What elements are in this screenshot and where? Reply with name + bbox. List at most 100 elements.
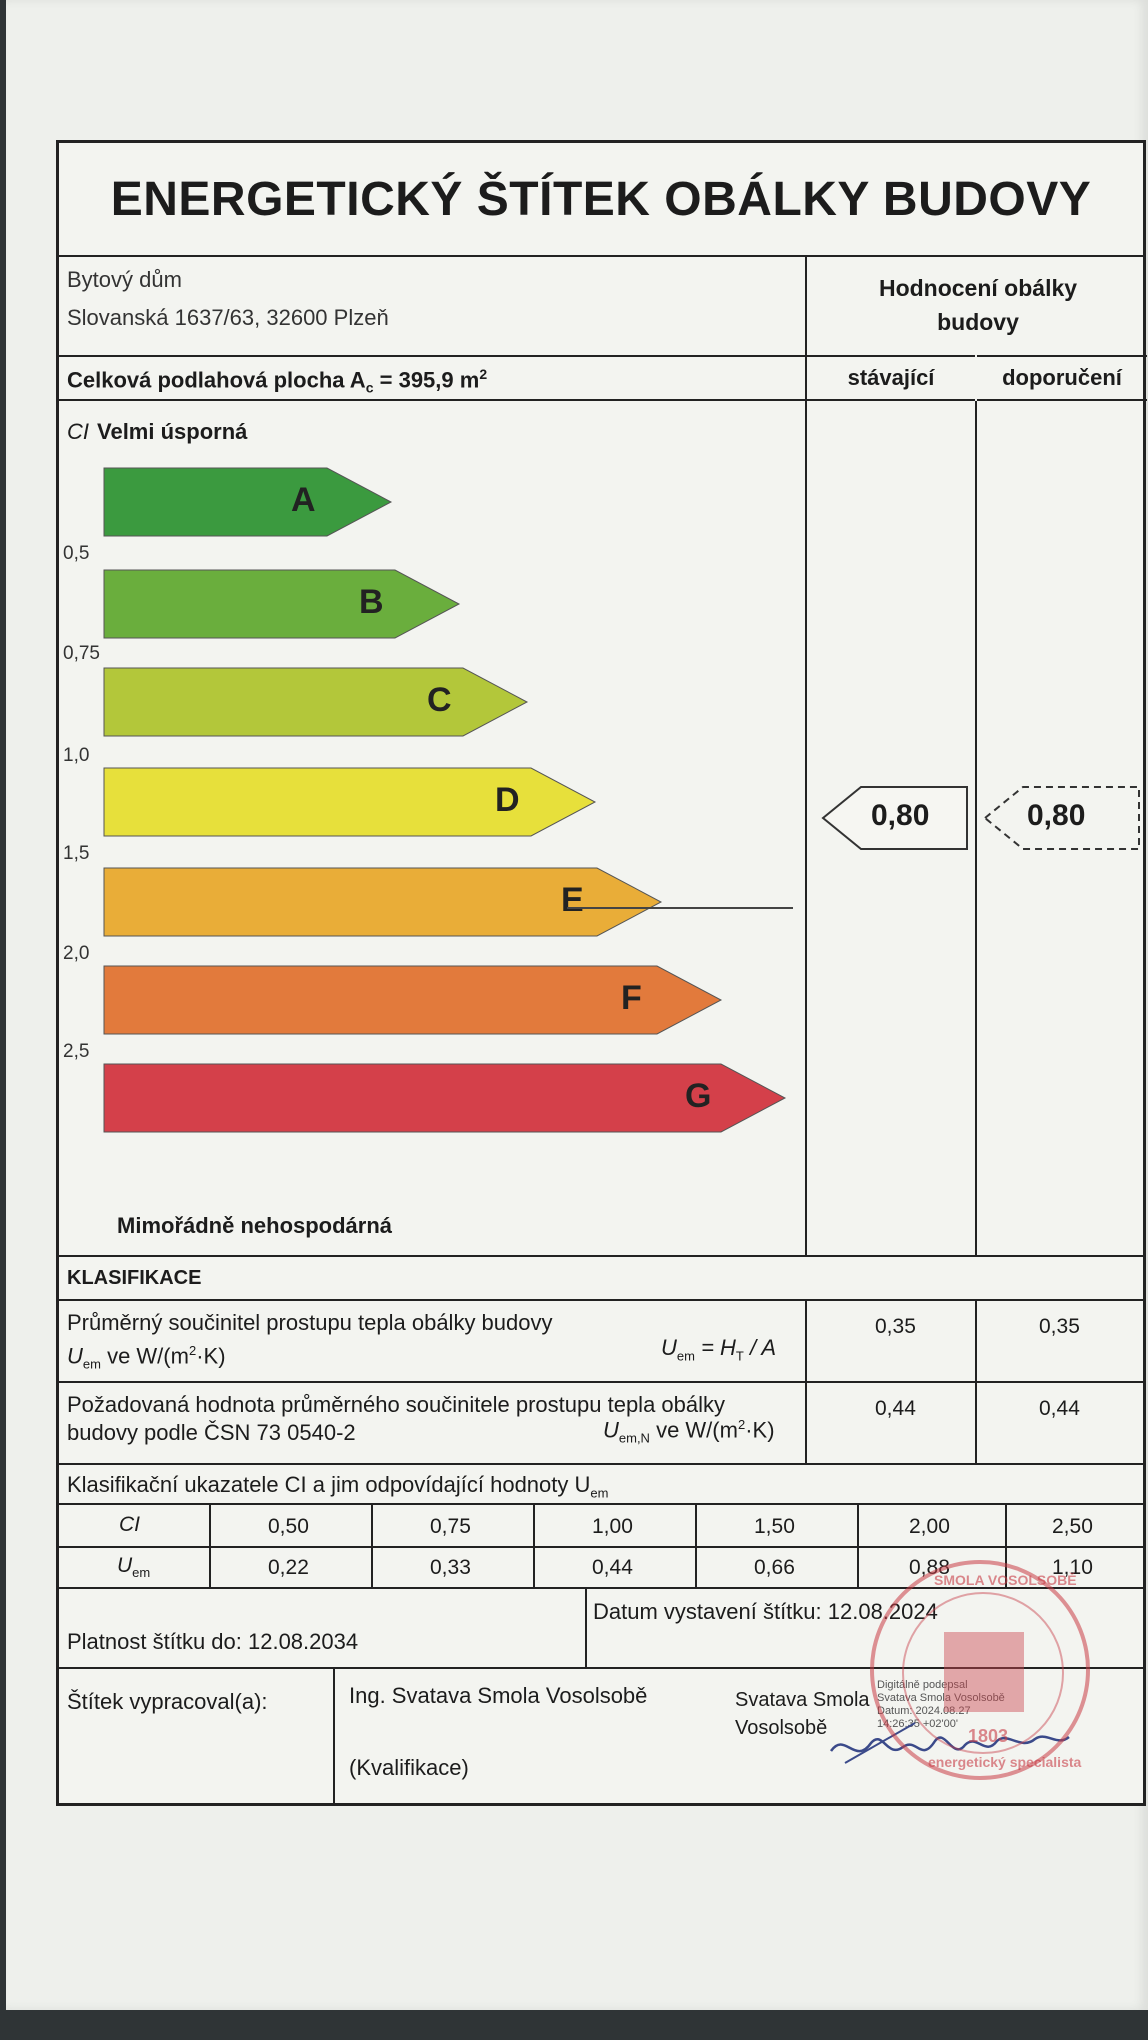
floor-area: Celková podlahová plocha Ac = 395,9 m2 xyxy=(59,355,805,401)
column-divider xyxy=(805,1301,807,1465)
energy-class-bar-a xyxy=(103,467,393,537)
floor-area-sub: c xyxy=(365,379,374,396)
ci-value-cell: 0,50 xyxy=(268,1515,309,1538)
uem-row: Průměrný součinitel prostupu tepla obálk… xyxy=(59,1301,1143,1383)
uemn-desc: Požadovaná hodnota průměrného součinitel… xyxy=(67,1391,725,1447)
class-c-line xyxy=(567,907,793,909)
uem-formula: Uem = HT / A xyxy=(661,1335,776,1363)
uemn-current: 0,44 xyxy=(875,1397,916,1420)
ci-table-title-sub: em xyxy=(590,1485,609,1501)
uem-value-cell: 0,33 xyxy=(430,1556,471,1579)
stamp-bottom-text: energetický specialista xyxy=(928,1754,1082,1770)
uem-value-cell: 0,66 xyxy=(754,1556,795,1579)
ci-value-cell: 0,75 xyxy=(430,1515,471,1538)
table-col-border xyxy=(533,1505,535,1587)
recommended-value-arrow xyxy=(983,786,1140,850)
uemn-formula: Uem,N ve W/(m2·K) xyxy=(603,1417,775,1446)
energy-class-bar-c xyxy=(103,667,529,737)
building-type: Bytový dům xyxy=(67,267,182,292)
energy-class-bar-e xyxy=(103,867,663,937)
prepared-by-label: Štítek vypracoval(a): xyxy=(67,1689,268,1714)
label-title: ENERGETICKÝ ŠTÍTEK OBÁLKY BUDOVY xyxy=(59,143,1143,257)
energy-class-letter: B xyxy=(359,583,384,621)
scale-tick-label: 1,0 xyxy=(63,745,90,766)
ci-row-label: CI xyxy=(119,1513,140,1536)
ci-table-title: Klasifikační ukazatele CI a jim odpovída… xyxy=(67,1471,608,1507)
ci-table-title-text: Klasifikační ukazatele CI a jim odpovída… xyxy=(67,1472,591,1497)
energy-class-letter: E xyxy=(561,881,584,919)
uem-formula-u: U xyxy=(661,1335,677,1360)
uem-value-cell: 0,44 xyxy=(592,1556,633,1579)
floor-area-sup: 2 xyxy=(479,366,488,382)
uemn-formula-end: ·K) xyxy=(745,1417,775,1443)
current-value: 0,80 xyxy=(871,799,930,832)
table-col-border xyxy=(371,1505,373,1587)
uem-desc-l1: Průměrný součinitel prostupu tepla obálk… xyxy=(67,1310,553,1335)
stamp-top-text: SMOLA VOSOLSOBĚ xyxy=(934,1572,1077,1588)
col-recommended-header: doporučení xyxy=(977,355,1147,401)
uemn-desc-l1: Požadovaná hodnota průměrného součinitel… xyxy=(67,1392,726,1417)
table-col-border xyxy=(695,1505,697,1587)
stamp-logo-icon xyxy=(944,1632,1024,1712)
energy-class-bar-g xyxy=(103,1063,787,1133)
signer-name-l2: Vosolsobě xyxy=(735,1717,828,1739)
building-info: Bytový dům Slovanská 1637/63, 32600 Plze… xyxy=(59,255,805,355)
uem-formula-sub: em xyxy=(676,1348,695,1364)
column-divider xyxy=(975,401,977,1255)
building-address: Slovanská 1637/63, 32600 Plzeň xyxy=(67,305,389,330)
recommended-value: 0,80 xyxy=(1027,799,1086,832)
energy-class-bar-d xyxy=(103,767,597,837)
energy-class-letter: A xyxy=(291,481,316,519)
uemn-desc-l2: budovy podle ČSN 73 0540-2 xyxy=(67,1420,356,1445)
uemn-formula-sup: 2 xyxy=(737,1417,746,1432)
uem-desc-unit: ve W/(m xyxy=(100,1343,189,1369)
ci-value-cell: 2,00 xyxy=(909,1515,950,1538)
scale-tick-label: 0,5 xyxy=(63,543,90,564)
ci-value-cell: 1,00 xyxy=(592,1515,633,1538)
official-stamp: SMOLA VOSOLSOBĚ energetický specialista … xyxy=(870,1560,1090,1780)
scale-tick-label: 2,5 xyxy=(63,1041,90,1062)
scale-tick-label: 0,75 xyxy=(63,643,100,664)
uemn-formula-sub: em,N xyxy=(618,1430,650,1446)
column-divider xyxy=(333,1669,335,1805)
rating-header: Hodnocení obálky budovy xyxy=(807,255,1148,355)
uem-current: 0,35 xyxy=(875,1315,916,1338)
table-row-border xyxy=(59,1546,1143,1548)
column-divider xyxy=(585,1587,587,1669)
uemn-formula-u: U xyxy=(603,1417,619,1443)
issue-date: Datum vystavení štítku: 12.08.2024 xyxy=(593,1599,938,1624)
uem-formula-end: / A xyxy=(743,1335,777,1360)
column-divider xyxy=(975,1301,977,1465)
energy-class-letter: C xyxy=(427,681,452,719)
floor-area-value: 395,9 m xyxy=(398,367,480,393)
uem-formula-h: = H xyxy=(694,1335,736,1360)
uem-desc-sub: em xyxy=(82,1356,101,1372)
scale-bottom-label: Mimořádně nehospodárná xyxy=(117,1213,393,1238)
klasifikace-header: KLASIFIKACE xyxy=(59,1255,1143,1301)
current-value-arrow xyxy=(821,786,968,850)
ci-value-cell: 2,50 xyxy=(1052,1515,1093,1538)
energy-class-bar-b xyxy=(103,569,461,639)
uem-desc-end: ·K) xyxy=(196,1343,226,1369)
table-col-border xyxy=(209,1505,211,1587)
uem-recommended: 0,35 xyxy=(1039,1315,1080,1338)
floor-area-eq: = xyxy=(373,367,399,393)
uemn-recommended: 0,44 xyxy=(1039,1397,1080,1420)
uem-row-label: Uem xyxy=(117,1554,151,1581)
uem-value-cell: 1,10 xyxy=(1052,1556,1093,1579)
preparer-name: Ing. Svatava Smola Vosolsobě xyxy=(349,1683,648,1708)
uem-desc: Průměrný součinitel prostupu tepla obálk… xyxy=(67,1309,553,1379)
floor-area-label: Celková podlahová plocha A xyxy=(67,367,366,393)
energy-class-letter: G xyxy=(685,1077,712,1115)
scale-tick-label: 1,5 xyxy=(63,843,90,864)
stamp-number: 1803 xyxy=(968,1726,1009,1746)
uem-desc-u: U xyxy=(67,1343,83,1369)
qualification: (Kvalifikace) xyxy=(349,1755,469,1780)
dates-row: Platnost štítku do: 12.08.2034 Datum vys… xyxy=(59,1587,1143,1669)
uemn-row: Požadovaná hodnota průměrného součinitel… xyxy=(59,1383,1143,1465)
uem-desc-sup: 2 xyxy=(188,1343,197,1358)
scale-top: CI Velmi úsporná xyxy=(67,419,247,445)
energy-scale: CI Velmi úsporná A B C D E F G 0,5 0,75 1,0 1,5 2,0 2… xyxy=(59,401,805,1255)
table-col-border xyxy=(1005,1505,1007,1587)
uem-value-cell: 0,22 xyxy=(268,1556,309,1579)
